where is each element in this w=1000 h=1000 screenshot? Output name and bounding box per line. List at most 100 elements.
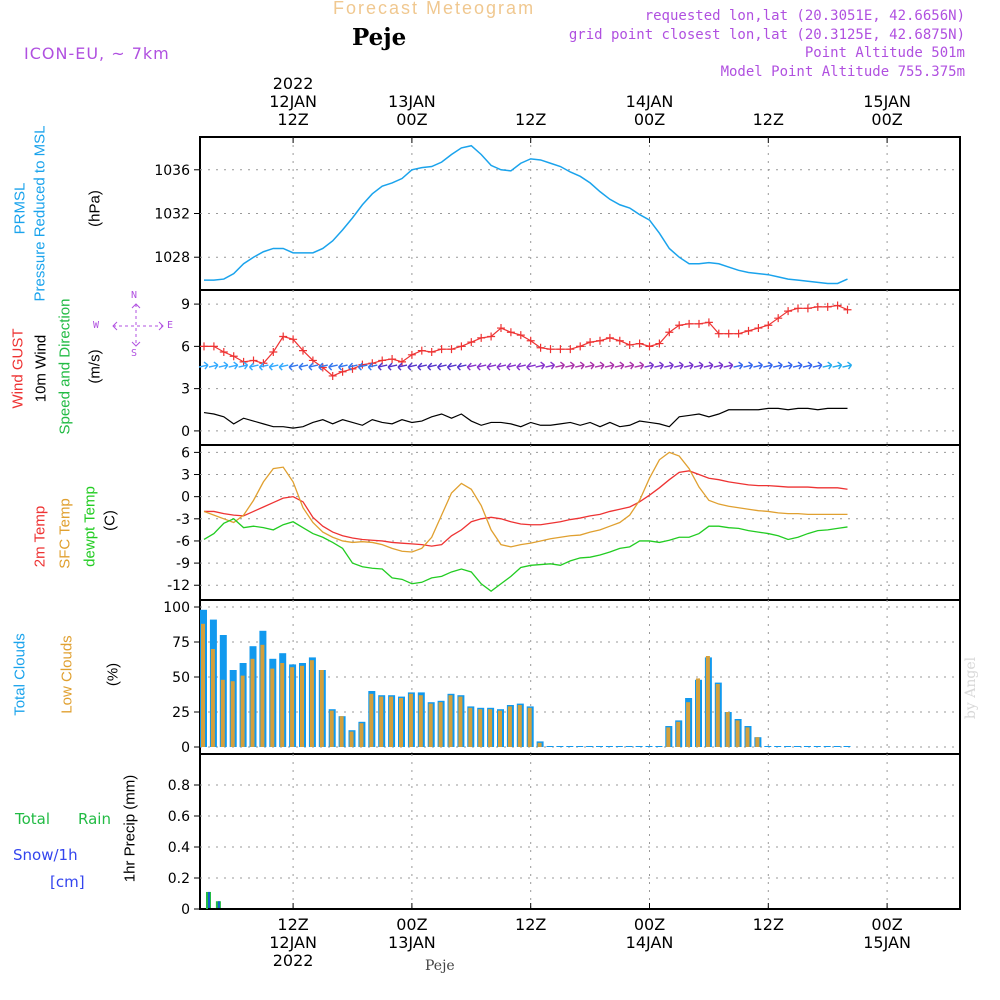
wind-direction-arrow bbox=[377, 362, 388, 371]
clouds-y-tick-label: 50 bbox=[172, 670, 190, 686]
wind-direction-arrow bbox=[417, 362, 427, 371]
footer-location: Peje bbox=[425, 958, 455, 974]
total-cloud-bar bbox=[675, 720, 683, 747]
point-altitude: Point Altitude 501m bbox=[804, 45, 965, 61]
wind-gust-point bbox=[744, 326, 753, 335]
wind-direction-arrow bbox=[407, 362, 418, 371]
wind-direction-arrow bbox=[397, 362, 408, 371]
wind-direction-arrow bbox=[753, 361, 763, 370]
compass-e: E bbox=[167, 320, 174, 331]
total-cloud-bar bbox=[764, 746, 772, 747]
model-altitude: Model Point Altitude 755.375m bbox=[720, 64, 965, 80]
wind-gust-point bbox=[586, 338, 595, 347]
total-cloud-bar bbox=[695, 679, 702, 747]
pressure-msl-label: Pressure Reduced to MSL bbox=[31, 125, 49, 302]
low-cloud-bar bbox=[230, 681, 235, 747]
temp-y-tick-label: 0 bbox=[181, 490, 190, 506]
wind-direction-arrow bbox=[198, 361, 209, 370]
wind-direction-arrow bbox=[713, 361, 724, 370]
total-cloud-bar bbox=[823, 746, 831, 747]
sfc-temp-label: SFC Temp bbox=[56, 498, 74, 569]
wind-gust-label: Wind GUST bbox=[9, 328, 27, 409]
total-cloud-bar bbox=[249, 646, 257, 747]
wind-gust-point bbox=[833, 301, 842, 310]
wind-direction-arrow bbox=[338, 362, 348, 371]
pressure-y-tick-label: 1036 bbox=[154, 163, 190, 179]
wind-speed-line bbox=[203, 407, 848, 429]
total-cloud-bar bbox=[229, 670, 237, 747]
total-rain-label-total: Total bbox=[15, 810, 51, 828]
total-cloud-bar bbox=[625, 746, 633, 747]
wind-direction-arrow bbox=[496, 362, 507, 371]
wind-direction-arrow bbox=[842, 361, 853, 370]
low-cloud-bar bbox=[745, 727, 750, 747]
wind-gust-point bbox=[417, 346, 426, 355]
low-cloud-bar bbox=[498, 710, 502, 747]
wind-gust-point bbox=[556, 345, 565, 354]
low-cloud-bar bbox=[240, 675, 245, 747]
total-cloud-bar bbox=[497, 709, 504, 747]
wind-direction-arrow bbox=[575, 361, 585, 370]
total-cloud-bar bbox=[358, 721, 366, 747]
total-cloud-bar bbox=[279, 653, 287, 747]
wind-gust-point bbox=[734, 329, 743, 338]
wind-gust-point bbox=[536, 343, 545, 352]
wind-gust-point bbox=[665, 328, 674, 337]
wind-gust-point bbox=[754, 324, 763, 333]
low-cloud-bar bbox=[438, 702, 443, 747]
total-cloud-bar bbox=[299, 663, 306, 747]
wind-gust-point bbox=[625, 340, 634, 349]
bottom-time-label: 2022 bbox=[273, 951, 314, 970]
wind-gust-point bbox=[239, 357, 248, 366]
total-cloud-bar bbox=[586, 746, 594, 747]
clouds-y-tick-label: 100 bbox=[163, 600, 190, 616]
wind-direction-arrow bbox=[683, 361, 694, 370]
wind-gust-point bbox=[764, 321, 773, 330]
top-time-label: 00Z bbox=[634, 110, 665, 129]
precip-panel-frame bbox=[199, 753, 961, 910]
celsius-label: (C) bbox=[101, 510, 119, 531]
wind-direction-arrow bbox=[555, 361, 565, 370]
wind-gust-point bbox=[487, 332, 496, 341]
chart-title: Forecast Meteogram bbox=[333, 0, 536, 18]
bottom-time-label: 12Z bbox=[753, 915, 784, 934]
total-cloud-bar bbox=[774, 746, 782, 747]
wind-direction-arrow bbox=[476, 362, 487, 371]
total-cloud-bar bbox=[269, 658, 277, 747]
total-cloud-bar bbox=[417, 692, 425, 747]
low-cloud-bar bbox=[517, 705, 522, 747]
wind-gust-point bbox=[358, 360, 367, 369]
low-cloud-bar bbox=[399, 698, 403, 747]
wind-direction-arrow bbox=[674, 361, 684, 370]
bottom-time-label: 15JAN bbox=[863, 933, 911, 952]
wind-gust-point bbox=[219, 348, 228, 356]
wind-direction-arrow bbox=[634, 361, 645, 370]
credit-label: by Angel bbox=[963, 656, 980, 720]
compass-n: N bbox=[131, 290, 138, 301]
wind-gust-point bbox=[635, 339, 644, 348]
snow-label: Snow/1h bbox=[13, 846, 78, 864]
precip-y-tick-label: 0.2 bbox=[168, 871, 190, 887]
wind-direction-arrow bbox=[447, 362, 457, 371]
total-cloud-bar bbox=[576, 746, 584, 747]
total-clouds-label: Total Clouds bbox=[11, 633, 29, 716]
bottom-time-label: 12Z bbox=[515, 915, 546, 934]
low-cloud-bar bbox=[705, 656, 710, 747]
wind-direction-arrow bbox=[664, 361, 674, 370]
2m-temp-label: 2m Temp bbox=[31, 505, 49, 568]
total-cloud-bar bbox=[645, 746, 653, 747]
temp-sfc-line bbox=[203, 451, 848, 553]
wind-direction-arrow bbox=[594, 361, 605, 370]
wind-y-tick-label: 3 bbox=[181, 382, 190, 398]
total-cloud-bar bbox=[378, 695, 386, 747]
total-cloud-bar bbox=[784, 746, 792, 747]
temp-2m-line bbox=[204, 470, 848, 547]
wind-gust-point bbox=[269, 348, 278, 356]
wind-y-tick-label: 6 bbox=[181, 339, 190, 355]
wind-direction-arrow bbox=[516, 362, 526, 371]
total-cloud-bar bbox=[338, 716, 346, 747]
prmsl-line bbox=[204, 144, 848, 285]
wind-direction-arrow bbox=[437, 362, 447, 371]
temp-y-tick-label: -3 bbox=[176, 512, 190, 528]
wind-direction-arrow bbox=[565, 361, 575, 370]
